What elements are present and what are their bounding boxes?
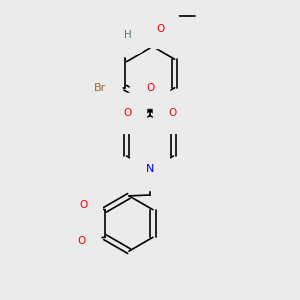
Text: O: O	[112, 32, 120, 42]
Text: O: O	[79, 200, 87, 210]
Text: O: O	[123, 108, 132, 118]
Text: Br: Br	[94, 83, 106, 93]
Text: O: O	[156, 23, 165, 34]
Text: O: O	[78, 236, 86, 246]
Text: O: O	[146, 83, 155, 93]
Text: O: O	[168, 108, 177, 118]
Text: N: N	[146, 164, 154, 175]
Text: H: H	[124, 30, 131, 40]
Text: O: O	[145, 83, 154, 93]
